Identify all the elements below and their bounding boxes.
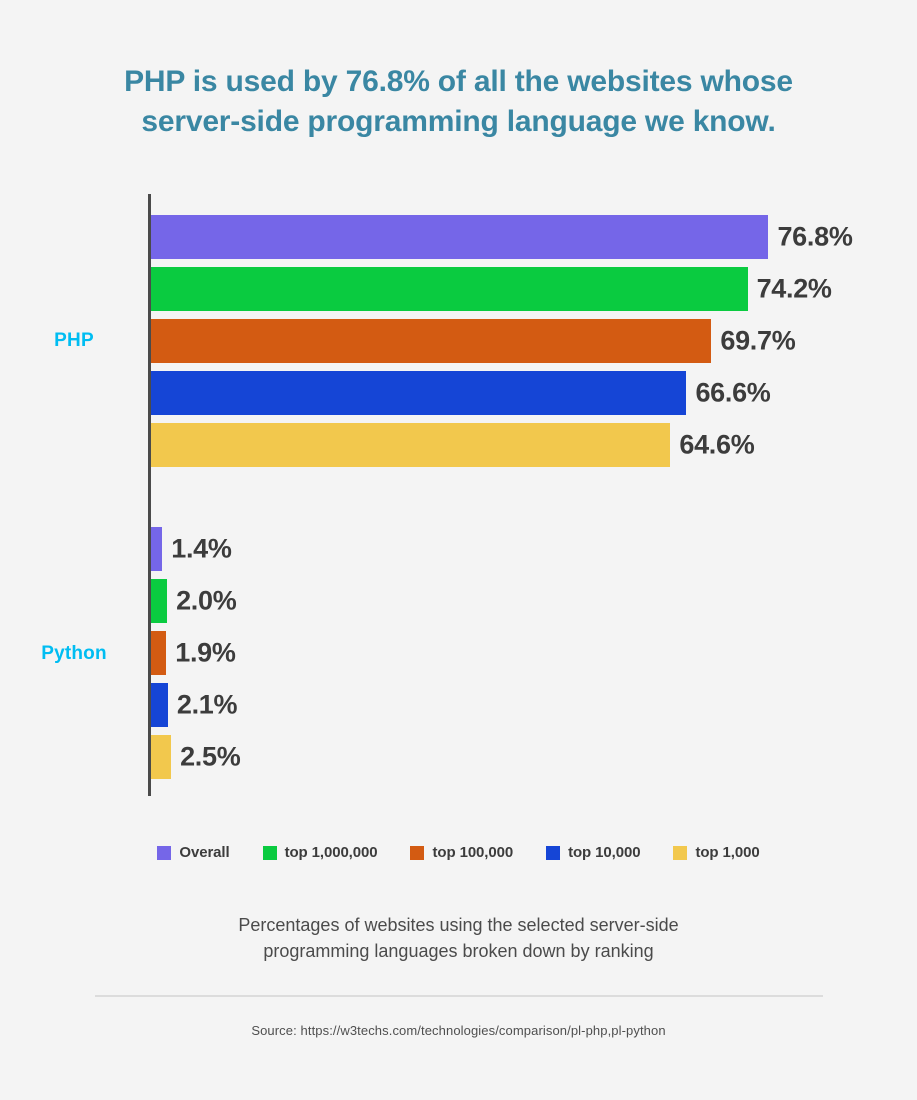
bar-value-label: 66.6% [695,377,771,408]
bar-value-label: 76.8% [777,221,853,252]
chart-caption: Percentages of websites using the select… [0,913,917,964]
legend-item[interactable]: top 100,000 [410,844,513,861]
legend-item[interactable]: top 1,000 [673,844,760,861]
chart-caption-line-1: Percentages of websites using the select… [238,915,679,935]
source-attribution: Source: https://w3techs.com/technologies… [251,1023,666,1038]
page-title-line-1: PHP is used by 76.8% of all the websites… [124,65,793,98]
bar-python-top-100-000[interactable] [151,631,167,675]
legend-label: top 10,000 [568,844,641,861]
bar-value-label: 74.2% [756,273,832,304]
bar-value-label: 2.0% [176,585,237,616]
bar-php-top-1-000[interactable] [151,423,671,467]
page-title: PHP is used by 76.8% of all the websites… [0,62,917,141]
bar-value-label: 2.1% [176,689,238,720]
chart-legend: Overall top 1,000,000 top 100,000 top 10,00… [0,844,917,861]
legend-item[interactable]: top 1,000,000 [262,844,378,861]
legend-label: Overall [179,844,230,861]
legend-swatch-icon [157,845,172,860]
bar-php-top-100-000[interactable] [151,319,712,363]
bar-value-label: 69.7% [720,325,796,356]
bar-python-overall[interactable] [151,527,163,571]
chart-axis-line [148,194,151,796]
footer-divider [95,995,823,997]
category-label-php: PHP [54,330,94,351]
bar-value-label: 64.6% [679,429,755,460]
bar-python-top-1-000[interactable] [151,735,172,779]
legend-swatch-icon [673,845,688,860]
bar-value-label: 1.4% [171,533,232,564]
legend-label: top 1,000 [695,844,760,861]
legend-swatch-icon [546,845,561,860]
category-label-python: Python [41,643,107,664]
bar-php-overall[interactable] [151,215,769,259]
chart-caption-line-2: programming languages broken down by ran… [263,940,654,961]
bar-php-top-10-000[interactable] [151,371,687,415]
legend-item[interactable]: top 10,000 [546,844,641,861]
bar-python-top-1-000-000[interactable] [151,579,168,623]
legend-label: top 1,000,000 [284,844,378,861]
page-title-line-2: server-side programming language we know… [141,104,776,138]
bar-value-label: 2.5% [180,741,241,772]
legend-swatch-icon [410,845,425,860]
bar-python-top-10-000[interactable] [151,683,168,727]
legend-item[interactable]: Overall [157,844,230,861]
legend-swatch-icon [262,845,277,860]
bar-value-label: 1.9% [175,637,236,668]
legend-label: top 100,000 [432,844,514,861]
bar-php-top-1-000-000[interactable] [151,267,748,311]
